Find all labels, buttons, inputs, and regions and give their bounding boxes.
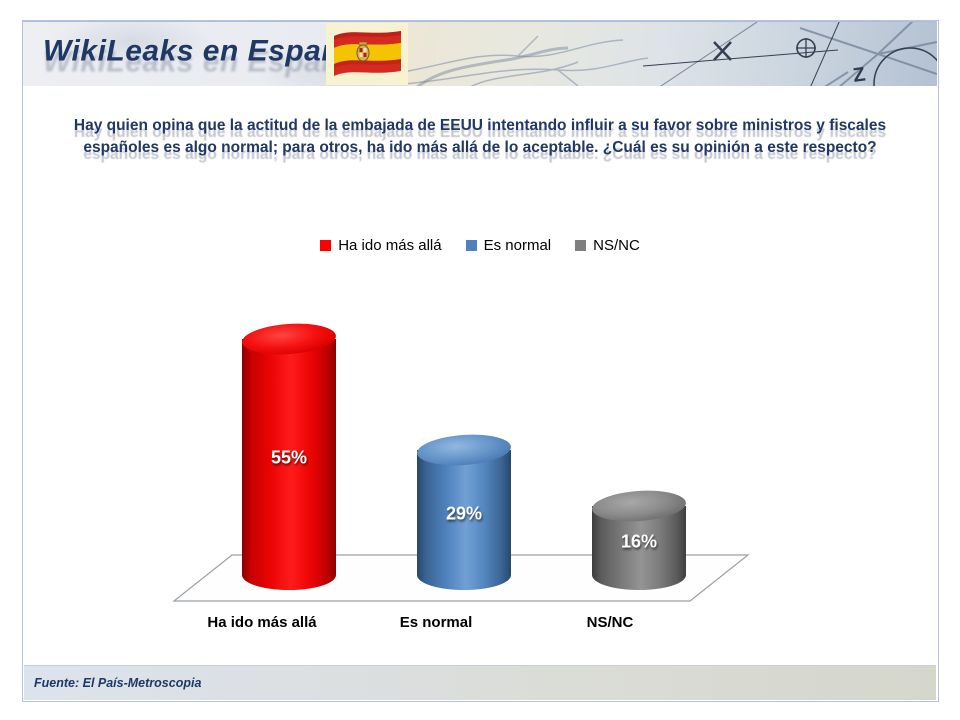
sketch-texture-art: Z [408, 22, 937, 86]
cylinder-ns-nc: 16% [591, 487, 687, 590]
spain-flag-graphic [326, 23, 408, 85]
banner-decoration: Z [408, 22, 937, 86]
legend-swatch-red [320, 240, 332, 251]
cylinder-body [242, 338, 336, 590]
source-text: Fuente: El País-Metroscopia [34, 676, 202, 690]
page-title: WikiLeaks en España [43, 34, 358, 68]
legend-item-es-normal: Es normal [465, 237, 552, 254]
cylinder-es-normal: 29% [416, 432, 512, 590]
legend-label: NS/NC [593, 237, 640, 254]
legend-label: Ha ido más allá [338, 237, 442, 254]
value-label-es-normal: 29% [445, 502, 483, 523]
category-label-ha-ido-mas-alla: Ha ido más allá [207, 614, 317, 631]
legend-swatch-blue [465, 240, 477, 251]
category-label-ns-nc: NS/NC [586, 614, 634, 631]
legend-swatch-gray [575, 240, 587, 251]
legend-item-ha-ido-mas-alla: Ha ido más allá [320, 237, 442, 254]
cylinder-body [417, 450, 511, 590]
question-text: Hay quien opina que la actitud de la emb… [73, 117, 887, 156]
legend-item-ns-nc: NS/NC [575, 237, 640, 254]
value-label-ha-ido-mas-alla: 55% [270, 447, 308, 468]
legend-label: Es normal [483, 237, 552, 254]
value-label-ns-nc: 16% [620, 530, 658, 551]
spain-flag-image [326, 23, 408, 85]
category-label-es-normal: Es normal [399, 614, 473, 631]
footer-bar: Fuente: El País-Metroscopia [24, 665, 936, 700]
chart-legend: Ha ido más allá Es normal NS/NC [0, 237, 960, 254]
cylinder-ha-ido-mas-alla: 55% [241, 320, 337, 590]
header-banner: Z WikiLeaks en España [23, 21, 937, 86]
svg-text:Z: Z [852, 63, 867, 86]
